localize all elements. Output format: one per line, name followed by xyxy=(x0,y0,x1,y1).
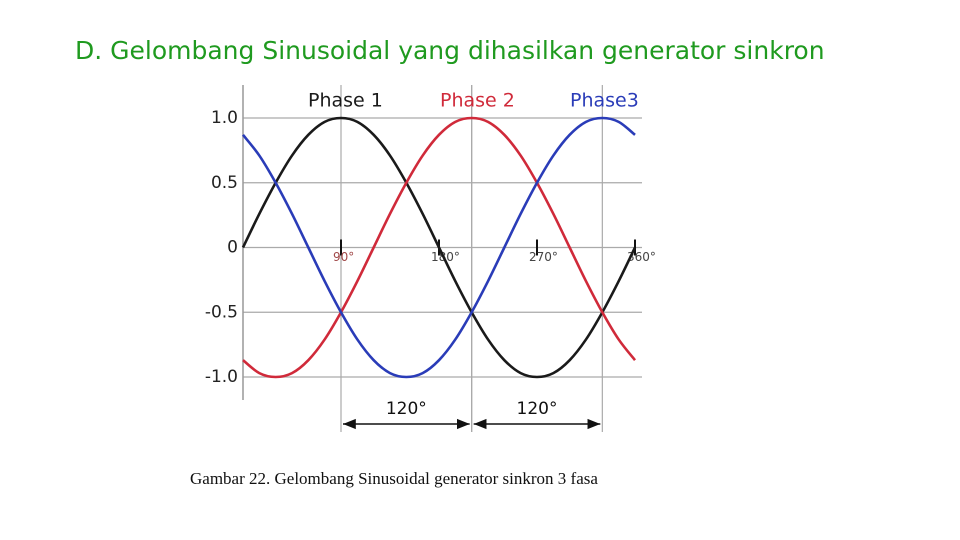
x-tick-label: 180° xyxy=(431,250,460,264)
y-tick-label: 1.0 xyxy=(211,108,238,128)
slide-title: D. Gelombang Sinusoidal yang dihasilkan … xyxy=(75,36,825,65)
caption: Gambar 22. Gelombang Sinusoidal generato… xyxy=(190,469,598,488)
series-line xyxy=(242,116,637,379)
x-tick-label: 270° xyxy=(529,250,558,264)
series-line xyxy=(241,116,636,379)
span-label: 120° xyxy=(517,399,558,419)
series-line xyxy=(241,116,637,379)
y-tick-label: 0 xyxy=(227,238,238,258)
legend-label: Phase 1 xyxy=(308,90,383,112)
y-tick-label: -0.5 xyxy=(205,302,238,322)
span-label: 120° xyxy=(386,399,427,419)
legend-label: Phase 2 xyxy=(440,90,515,112)
x-tick-label: 360° xyxy=(627,250,656,264)
y-tick-label: -1.0 xyxy=(205,367,238,387)
y-tick-label: 0.5 xyxy=(211,173,238,193)
x-tick-label: 90° xyxy=(333,250,354,264)
legend-label: Phase3 xyxy=(570,90,639,112)
